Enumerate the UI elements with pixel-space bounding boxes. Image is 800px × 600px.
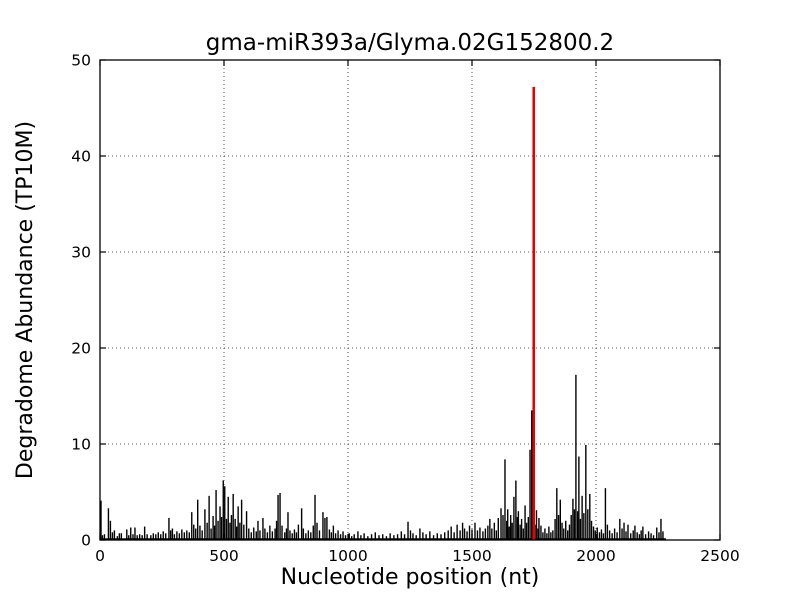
x-tick-labels: 0 500 1000 1500 2000 2500 bbox=[95, 547, 740, 565]
abundance-spikes bbox=[100, 374, 664, 540]
y-tick-label: 0 bbox=[81, 532, 91, 550]
x-tick-label: 2500 bbox=[700, 547, 739, 565]
grid-lines bbox=[100, 60, 720, 540]
tick-marks bbox=[99, 59, 721, 541]
x-tick-label: 2000 bbox=[576, 547, 615, 565]
y-tick-label: 10 bbox=[71, 436, 91, 454]
x-tick-label: 1000 bbox=[328, 547, 367, 565]
axes-spines bbox=[99, 59, 721, 541]
x-tick-label: 500 bbox=[209, 547, 239, 565]
y-tick-label: 50 bbox=[71, 52, 91, 70]
x-axis-label: Nucleotide position (nt) bbox=[281, 565, 540, 590]
y-tick-label: 40 bbox=[71, 148, 91, 166]
plot-title: gma-miR393a/Glyma.02G152800.2 bbox=[206, 30, 614, 56]
y-tick-label: 20 bbox=[71, 340, 91, 358]
y-tick-labels: 0 10 20 30 40 50 bbox=[71, 52, 91, 550]
x-tick-label: 1500 bbox=[452, 547, 491, 565]
y-tick-label: 30 bbox=[71, 244, 91, 262]
x-tick-label: 0 bbox=[95, 547, 105, 565]
y-axis-label: Degradome Abundance (TP10M) bbox=[13, 121, 38, 479]
